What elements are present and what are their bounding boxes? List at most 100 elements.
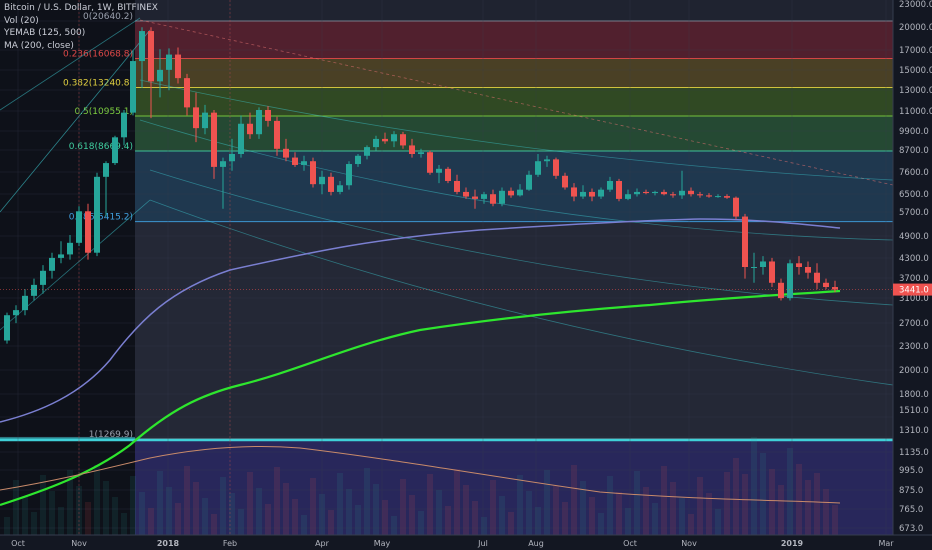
candle-body bbox=[76, 211, 82, 243]
left-shade bbox=[0, 0, 135, 535]
candle-body bbox=[400, 134, 406, 146]
candle-body bbox=[823, 282, 829, 288]
candle-body bbox=[814, 272, 820, 283]
candle-body bbox=[481, 194, 487, 199]
time-tick-label: Feb bbox=[223, 539, 237, 548]
volume-bar bbox=[265, 504, 271, 535]
candle-body bbox=[544, 159, 550, 162]
volume-bar bbox=[418, 511, 424, 535]
volume-bar bbox=[445, 506, 451, 535]
fib-zone bbox=[135, 221, 893, 439]
price-tick-label: 2300.0 bbox=[899, 342, 929, 352]
candle-body bbox=[130, 61, 136, 113]
volume-bar bbox=[13, 480, 19, 535]
volume-bar bbox=[580, 481, 586, 535]
volume-bar bbox=[778, 485, 784, 535]
candle-body bbox=[517, 189, 523, 196]
volume-bar bbox=[796, 464, 802, 535]
price-tick-label: 765.0 bbox=[899, 505, 923, 515]
candle-body bbox=[175, 54, 181, 79]
price-tick-label: 17000.0 bbox=[899, 46, 932, 56]
indicator-volume: Vol (20) bbox=[4, 15, 39, 26]
time-tick-label: Nov bbox=[681, 539, 697, 548]
volume-bar bbox=[355, 505, 361, 535]
price-tick-label: 6500.0 bbox=[899, 190, 929, 200]
fib-label: 0.786(5415.2) bbox=[69, 213, 133, 223]
volume-bar bbox=[616, 492, 622, 535]
candle-body bbox=[706, 195, 712, 197]
volume-bar bbox=[4, 517, 10, 535]
fib-label: 1(1269.9) bbox=[89, 430, 133, 440]
time-axis-bg bbox=[0, 535, 932, 550]
candle-body bbox=[310, 161, 316, 185]
candle-body bbox=[373, 138, 379, 148]
candle-body bbox=[229, 153, 235, 162]
volume-bar bbox=[49, 491, 55, 535]
price-tick-label: 8700.0 bbox=[899, 146, 929, 156]
trend-line-dashed bbox=[139, 19, 894, 186]
volume-bar bbox=[814, 473, 820, 535]
indicator-ma: MA (200, close) bbox=[4, 40, 74, 51]
volume-bar bbox=[652, 503, 658, 535]
symbol-title: Bitcoin / U.S. Dollar, 1W, BITFINEX bbox=[4, 3, 158, 13]
candle-body bbox=[328, 176, 334, 192]
volume-bar bbox=[769, 469, 775, 535]
candle-body bbox=[211, 112, 217, 167]
candle-body bbox=[49, 257, 55, 271]
fib-zone-bottom bbox=[135, 439, 893, 535]
candle-body bbox=[355, 155, 361, 165]
candle-body bbox=[382, 138, 388, 142]
candle-body bbox=[499, 190, 505, 204]
candle-body bbox=[139, 31, 145, 62]
candle-body bbox=[571, 187, 577, 197]
time-tick-label: Oct bbox=[11, 539, 25, 548]
candles bbox=[4, 27, 838, 344]
volume-bar bbox=[391, 516, 397, 535]
candle-body bbox=[364, 147, 370, 156]
volume-bar bbox=[670, 482, 676, 535]
volume-bar bbox=[193, 482, 199, 535]
candle-body bbox=[166, 54, 172, 70]
volume-bar bbox=[742, 474, 748, 535]
fib-zone bbox=[135, 151, 893, 222]
volume-bar bbox=[220, 477, 226, 535]
volume-bar bbox=[121, 513, 127, 535]
volume-bar bbox=[526, 491, 532, 535]
candle-body bbox=[508, 190, 514, 196]
candle-body bbox=[157, 69, 163, 82]
yemab-line bbox=[0, 289, 841, 507]
price-tick-label: 995.0 bbox=[899, 466, 923, 476]
volume-bar bbox=[823, 489, 829, 535]
price-tick-label: 673.0 bbox=[899, 524, 923, 534]
candle-body bbox=[346, 164, 352, 186]
fib-label: 0.236(16068.8) bbox=[63, 50, 133, 60]
candle-body bbox=[319, 176, 325, 185]
candle-body bbox=[22, 295, 28, 311]
candle-body bbox=[58, 254, 64, 258]
candle-body bbox=[625, 194, 631, 199]
candle-body bbox=[436, 168, 442, 173]
volume-bar bbox=[175, 503, 181, 535]
volume-bar bbox=[202, 498, 208, 535]
candle-body bbox=[526, 174, 532, 190]
candle-body bbox=[40, 270, 46, 285]
candle-body bbox=[787, 263, 793, 299]
fib-zone bbox=[135, 58, 893, 88]
candle-body bbox=[265, 109, 271, 121]
candle-body bbox=[670, 194, 676, 196]
volume-bar bbox=[337, 473, 343, 535]
candle-body bbox=[553, 159, 559, 176]
volume-bar bbox=[112, 497, 118, 535]
candle-body bbox=[643, 191, 649, 194]
candle-body bbox=[796, 263, 802, 267]
volume-bar bbox=[625, 508, 631, 535]
volume-bar bbox=[607, 476, 613, 535]
volume-bar bbox=[787, 448, 793, 535]
volume-bar bbox=[40, 475, 46, 535]
price-tick-label: 3700.0 bbox=[899, 274, 929, 284]
volume-bar bbox=[481, 517, 487, 535]
price-tick-label: 2000.0 bbox=[899, 366, 929, 376]
volume-bar bbox=[400, 479, 406, 535]
candle-body bbox=[562, 175, 568, 188]
